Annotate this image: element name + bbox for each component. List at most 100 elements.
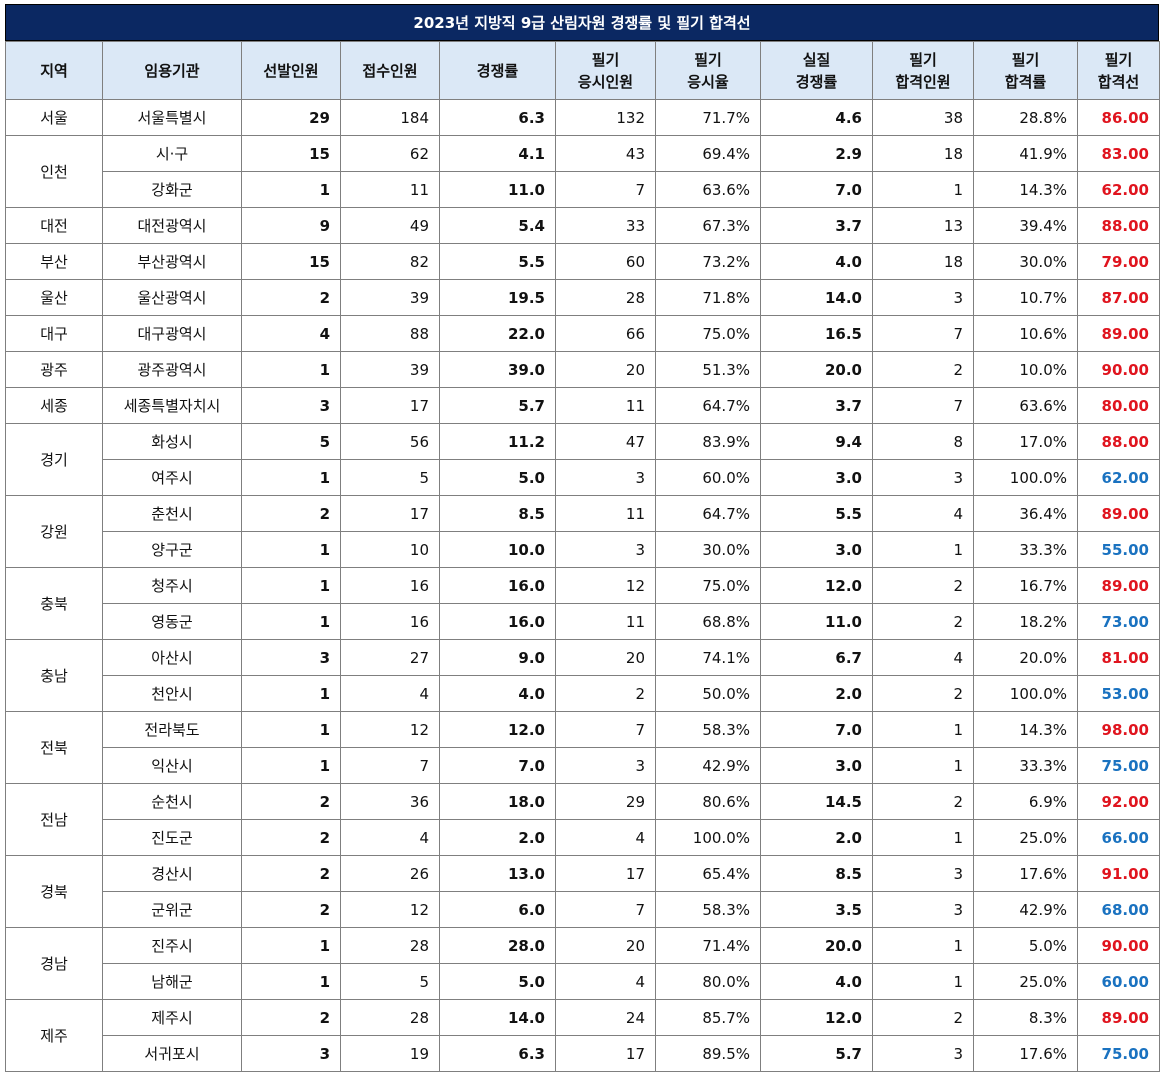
test-rate-cell: 85.7% [655, 999, 761, 1036]
test-rate-cell: 73.2% [655, 243, 761, 280]
test-takers-cell: 4 [555, 963, 656, 1000]
column-header-cutoff: 필기 합격선 [1077, 41, 1160, 100]
applied-cell: 12 [340, 891, 440, 928]
pass-rate-cell: 10.7% [973, 279, 1078, 316]
test-rate-cell: 80.6% [655, 783, 761, 820]
real-ratio-cell: 20.0 [760, 351, 873, 388]
pass-rate-cell: 14.3% [973, 711, 1078, 748]
test-rate-cell: 71.7% [655, 99, 761, 136]
ratio-cell: 16.0 [439, 567, 556, 604]
table-row: 대구 대구광역시 4 88 22.0 66 75.0% 16.5 7 10.6% 89.00 [5, 315, 1160, 352]
test-takers-cell: 3 [555, 747, 656, 784]
applied-cell: 12 [340, 711, 440, 748]
column-header-text: 필기 [1011, 50, 1040, 69]
competition-table: 지역 임용기관 선발인원 접수인원 경쟁률 필기 응시인원 필기 응시율 실질 경쟁률 필기 합격인원 필… [5, 41, 1160, 1072]
real-ratio-cell: 5.5 [760, 495, 873, 532]
test-rate-cell: 74.1% [655, 639, 761, 676]
selected-cell: 1 [241, 963, 341, 1000]
test-takers-cell: 11 [555, 495, 656, 532]
test-rate-cell: 64.7% [655, 387, 761, 424]
ratio-cell: 9.0 [439, 639, 556, 676]
agency-cell: 양구군 [102, 531, 242, 568]
pass-rate-cell: 33.3% [973, 747, 1078, 784]
test-takers-cell: 132 [555, 99, 656, 136]
passed-cell: 2 [872, 567, 974, 604]
cutoff-cell: 68.00 [1077, 891, 1160, 928]
column-header-ratio: 경쟁률 [439, 41, 556, 100]
pass-rate-cell: 28.8% [973, 99, 1078, 136]
table-body: 서울 서울특별시 29 184 6.3 132 71.7% 4.6 38 28.8% 86.00 인천… [5, 99, 1160, 1072]
real-ratio-cell: 12.0 [760, 999, 873, 1036]
ratio-cell: 12.0 [439, 711, 556, 748]
agency-cell: 여주시 [102, 459, 242, 496]
ratio-cell: 6.0 [439, 891, 556, 928]
table-row: 전남 순천시 2 36 18.0 29 80.6% 14.5 2 6.9% 92.00 [5, 783, 1160, 856]
real-ratio-cell: 3.5 [760, 891, 873, 928]
table-row: 여주시 1 5 5.0 3 60.0% 3.0 3 100.0% 62.00 [6, 459, 1160, 496]
region-cell: 제주 [5, 999, 103, 1072]
table-row: 울산 울산광역시 2 39 19.5 28 71.8% 14.0 3 10.7% 87.00 [5, 279, 1160, 316]
test-takers-cell: 47 [555, 423, 656, 460]
test-rate-cell: 69.4% [655, 135, 761, 172]
column-header-real-ratio: 실질 경쟁률 [760, 41, 873, 100]
table-row: 익산시 1 7 7.0 3 42.9% 3.0 1 33.3% 75.00 [6, 747, 1160, 784]
table-row: 인천 시·구 15 62 4.1 43 69.4% 2.9 18 41.9% 83.00 [5, 135, 1160, 208]
ratio-cell: 16.0 [439, 603, 556, 640]
selected-cell: 2 [241, 999, 341, 1036]
table-row: 경기 화성시 5 56 11.2 47 83.9% 9.4 8 17.0% 88.00 [5, 423, 1160, 496]
table-row: 세종 세종특별자치시 3 17 5.7 11 64.7% 3.7 7 63.6% 80.00 [5, 387, 1160, 424]
column-header-text: 응시율 [687, 72, 729, 91]
region-cell: 광주 [5, 351, 103, 388]
table-row: 경남 진주시 1 28 28.0 20 71.4% 20.0 1 5.0% 90.00 [5, 927, 1160, 1000]
test-rate-cell: 58.3% [655, 711, 761, 748]
column-header-text: 필기 [1104, 50, 1133, 69]
agency-cell: 부산광역시 [102, 243, 242, 280]
table-row: 천안시 1 4 4.0 2 50.0% 2.0 2 100.0% 53.00 [6, 675, 1160, 712]
pass-rate-cell: 39.4% [973, 207, 1078, 244]
pass-rate-cell: 63.6% [973, 387, 1078, 424]
agency-cell: 익산시 [102, 747, 242, 784]
ratio-cell: 4.1 [439, 135, 556, 172]
ratio-cell: 7.0 [439, 747, 556, 784]
table-row: 대전 대전광역시 9 49 5.4 33 67.3% 3.7 13 39.4% 88.00 [5, 207, 1160, 244]
passed-cell: 1 [872, 747, 974, 784]
cutoff-cell: 83.00 [1077, 135, 1160, 172]
cutoff-cell: 89.00 [1077, 999, 1160, 1036]
test-rate-cell: 75.0% [655, 315, 761, 352]
column-header-text: 경쟁률 [795, 72, 838, 91]
passed-cell: 1 [872, 711, 974, 748]
ratio-cell: 8.5 [439, 495, 556, 532]
ratio-cell: 13.0 [439, 855, 556, 892]
pass-rate-cell: 42.9% [973, 891, 1078, 928]
agency-cell: 대구광역시 [102, 315, 242, 352]
applied-cell: 62 [340, 135, 440, 172]
selected-cell: 15 [241, 135, 341, 172]
ratio-cell: 39.0 [439, 351, 556, 388]
applied-cell: 88 [340, 315, 440, 352]
region-cell: 부산 [5, 243, 103, 280]
real-ratio-cell: 20.0 [760, 927, 873, 964]
applied-cell: 19 [340, 1035, 440, 1072]
table-row: 남해군 1 5 5.0 4 80.0% 4.0 1 25.0% 60.00 [6, 963, 1160, 1000]
passed-cell: 1 [872, 531, 974, 568]
ratio-cell: 10.0 [439, 531, 556, 568]
ratio-cell: 18.0 [439, 783, 556, 820]
pass-rate-cell: 6.9% [973, 783, 1078, 820]
real-ratio-cell: 3.0 [760, 747, 873, 784]
pass-rate-cell: 25.0% [973, 819, 1078, 856]
cutoff-cell: 55.00 [1077, 531, 1160, 568]
table-row: 제주 제주시 2 28 14.0 24 85.7% 12.0 2 8.3% 89.00 [5, 999, 1160, 1072]
test-takers-cell: 43 [555, 135, 656, 172]
passed-cell: 38 [872, 99, 974, 136]
region-cell: 충남 [5, 639, 103, 712]
passed-cell: 2 [872, 783, 974, 820]
passed-cell: 1 [872, 963, 974, 1000]
selected-cell: 1 [241, 567, 341, 604]
test-takers-cell: 7 [555, 711, 656, 748]
passed-cell: 3 [872, 279, 974, 316]
table-row: 서귀포시 3 19 6.3 17 89.5% 5.7 3 17.6% 75.00 [6, 1035, 1160, 1072]
ratio-cell: 2.0 [439, 819, 556, 856]
column-header-test-takers: 필기 응시인원 [555, 41, 656, 100]
agency-cell: 경산시 [102, 855, 242, 892]
column-header-text: 임용기관 [144, 61, 200, 80]
